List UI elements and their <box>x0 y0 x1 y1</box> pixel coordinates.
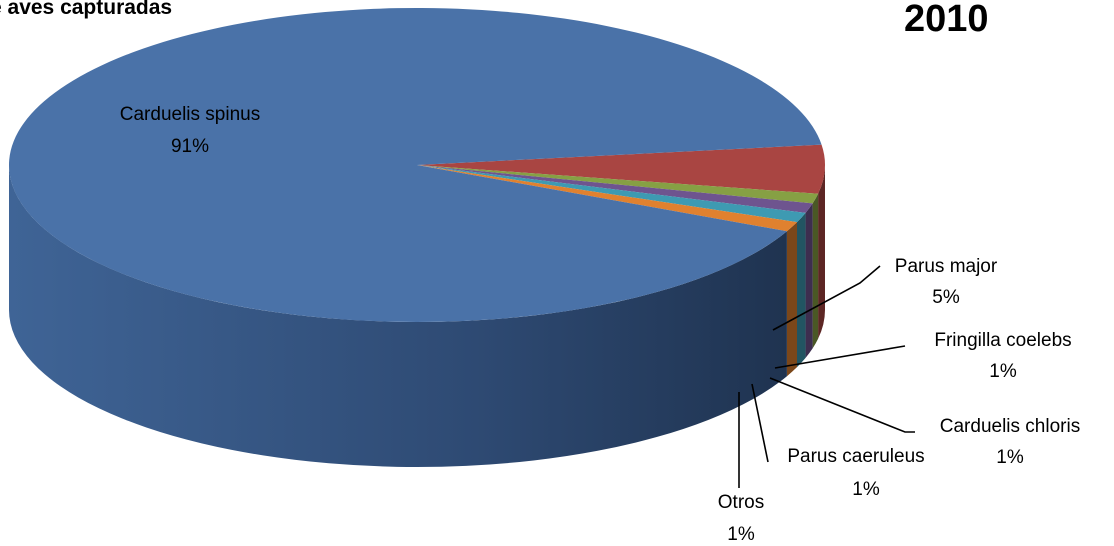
chart-year: 2010 <box>904 0 989 40</box>
leader-line-parus-caeruleus <box>751 383 769 463</box>
slice-percent-otros: 1% <box>727 524 755 545</box>
slice-percent-carduelis-spinus: 91% <box>171 136 209 157</box>
slice-label-carduelis-spinus: Carduelis spinus <box>120 104 260 125</box>
slice-label-parus-major: Parus major <box>895 256 998 277</box>
slice-percent-carduelis-chloris: 1% <box>996 447 1024 468</box>
pie-slice-otros <box>417 165 797 232</box>
slice-label-otros: Otros <box>718 492 764 513</box>
leader-line-parus-major <box>772 265 881 331</box>
pie-slice-parus-major <box>417 144 825 194</box>
leader-line-carduelis-chloris <box>769 377 915 433</box>
slice-label-carduelis-chloris: Carduelis chloris <box>940 416 1080 437</box>
pie-wall-otros <box>786 222 797 377</box>
pie-slice-carduelis-spinus <box>9 7 822 322</box>
pie-wall-carduelis-chloris <box>805 203 813 358</box>
slice-percent-parus-major: 5% <box>932 287 960 308</box>
pie-wall-parus-major <box>818 165 825 339</box>
pie-slice-fringilla-coelebs <box>417 165 819 204</box>
slice-label-fringilla-coelebs: Fringilla coelebs <box>934 330 1071 351</box>
slice-label-parus-caeruleus: Parus caeruleus <box>787 446 924 467</box>
chart-title: e aves capturadas <box>0 0 173 19</box>
slice-percent-parus-caeruleus: 1% <box>852 479 880 500</box>
leader-line-fringilla-coelebs <box>774 345 906 369</box>
pie-wall-carduelis-spinus <box>9 165 787 467</box>
pie-wall-fringilla-coelebs <box>812 193 819 349</box>
pie-wall-parus-caeruleus <box>796 212 806 368</box>
pie-slice-carduelis-chloris <box>417 165 813 213</box>
slice-percent-fringilla-coelebs: 1% <box>989 361 1017 382</box>
pie-slice-parus-caeruleus <box>417 165 806 223</box>
